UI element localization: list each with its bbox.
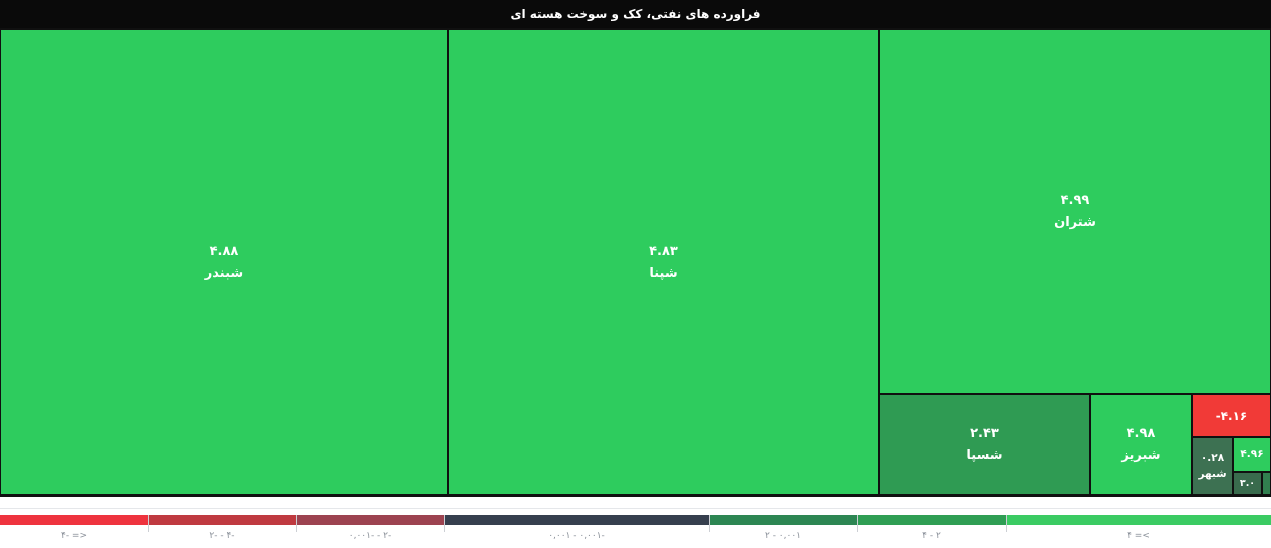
tile-shetran[interactable]: ۴.۹۹ شتران: [880, 30, 1270, 393]
legend-label: ۴- =>: [60, 531, 88, 541]
tile-value: -۴.۱۶: [1215, 408, 1248, 423]
tile-symbol: شتران: [1054, 215, 1096, 230]
tile-symbol: شسپا: [966, 448, 1003, 463]
legend-labels-row: ۴- => ۲- - ۴- ۰,۰۰۱- - ۲- ۰,۰۰۱ - ۰,۰۰۱-…: [0, 531, 1271, 545]
legend-tick: [444, 515, 445, 532]
legend-segment-neutral: [444, 515, 709, 525]
sector-title-bar: فراورده های نفتی، کک و سوخت هسته ای: [0, 0, 1271, 28]
tile-symbol: شپنا: [649, 265, 678, 281]
legend-label: ۴ - ۲: [922, 531, 941, 541]
tile-value: ۳.۰: [1239, 477, 1256, 489]
legend-label: ۲- - ۴-: [209, 531, 235, 541]
tile-value: ۰.۲۸: [1200, 451, 1225, 464]
tile-shespa[interactable]: ۲.۴۳ شسپا: [880, 395, 1089, 494]
legend-tick: [296, 515, 297, 532]
tile-shabandar[interactable]: ۴.۸۸ شبندر: [1, 30, 447, 494]
legend-segment-neg4plus: [0, 515, 148, 525]
legend-segment-neg2to0: [296, 515, 444, 525]
tile-corner[interactable]: [1263, 473, 1270, 494]
page-title: فراورده های نفتی، کک و سوخت هسته ای: [510, 7, 761, 21]
legend-tick: [857, 515, 858, 532]
tile-symbol: شبریز: [1121, 448, 1161, 463]
tile-value: ۴.۹۹: [1060, 193, 1090, 208]
legend-tick: [1006, 515, 1007, 532]
legend-label: ۰,۰۰۱- - ۲-: [348, 531, 392, 541]
legend-label: ۲ - ۰,۰۰۱: [765, 531, 801, 541]
tile-value: ۴.۸۸: [209, 243, 239, 259]
tile-symbol: شبهر: [1198, 468, 1227, 480]
tile-symbol: شبندر: [204, 265, 244, 281]
legend-tick: [148, 515, 149, 532]
legend-segment-2to4: [857, 515, 1006, 525]
legend-label: ۴ =<: [1127, 531, 1150, 541]
tile-small-2[interactable]: ۳.۰: [1234, 473, 1261, 494]
treemap-chart: ۴.۸۸ شبندر ۴.۸۳ شپنا ۴.۹۹ شتران ۲.۴۳ شسپ…: [0, 28, 1271, 497]
tile-shepna[interactable]: ۴.۸۳ شپنا: [449, 30, 878, 494]
legend-segment-neg4to2: [148, 515, 296, 525]
tile-shabahr[interactable]: ۰.۲۸ شبهر: [1193, 438, 1232, 494]
tile-value: ۴.۹۸: [1126, 426, 1156, 441]
color-scale-legend: [0, 515, 1271, 525]
tile-negative-change[interactable]: -۴.۱۶: [1193, 395, 1270, 436]
tile-value: ۴.۹۶: [1240, 448, 1264, 461]
legend-label: ۰,۰۰۱ - ۰,۰۰۱-: [548, 531, 605, 541]
legend-segment-4plus: [1006, 515, 1271, 525]
tile-shabriz[interactable]: ۴.۹۸ شبریز: [1091, 395, 1191, 494]
legend-tick: [709, 515, 710, 532]
legend-divider-line: [0, 508, 1271, 509]
tile-value: ۴.۸۳: [649, 243, 678, 259]
legend-segment-0to2: [709, 515, 857, 525]
tile-small-1[interactable]: ۴.۹۶: [1234, 438, 1270, 471]
tile-value: ۲.۴۳: [970, 426, 999, 441]
